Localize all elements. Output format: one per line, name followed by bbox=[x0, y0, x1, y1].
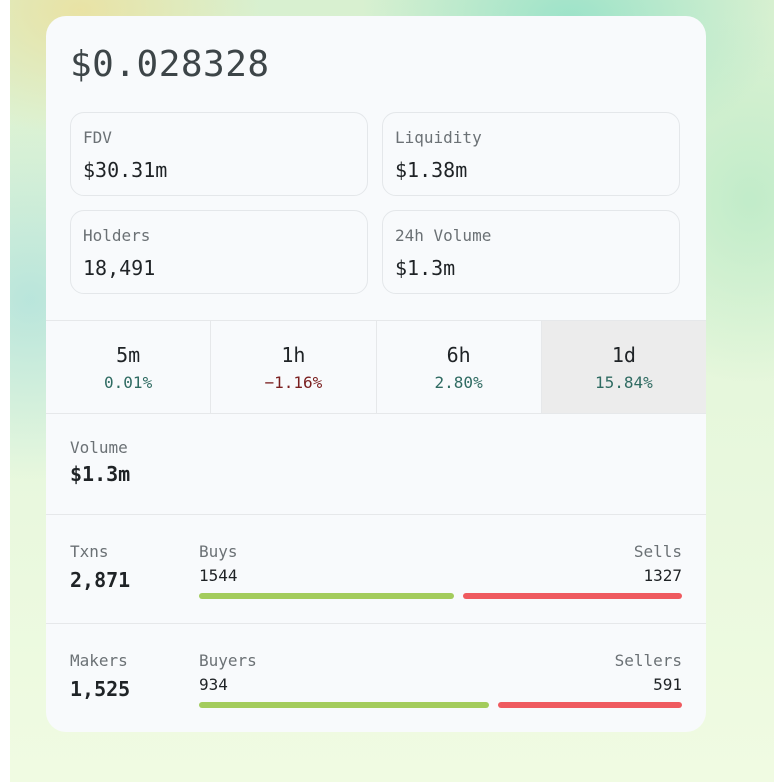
stat-fdv: FDV $30.31m bbox=[70, 112, 368, 196]
sells-label: Sells bbox=[633, 542, 682, 561]
tab-5m[interactable]: 5m 0.01% bbox=[46, 321, 212, 413]
stat-label: Holders bbox=[83, 226, 151, 245]
tab-change: −1.16% bbox=[264, 373, 323, 392]
timeframe-tabs: 5m 0.01% 1h −1.16% 6h 2.80% 1d 15.84% bbox=[46, 320, 706, 414]
tab-change: 15.84% bbox=[594, 373, 653, 392]
stat-value: $1.3m bbox=[395, 256, 456, 280]
sellers-label: Sellers bbox=[614, 651, 682, 670]
tab-label: 6h bbox=[446, 343, 471, 367]
volume-value: $1.3m bbox=[70, 462, 131, 486]
tab-label: 1d bbox=[611, 343, 636, 367]
volume-section: Volume $1.3m bbox=[46, 412, 706, 515]
makers-value: 1,525 bbox=[70, 677, 131, 701]
token-stats-card: $0.028328 FDV $30.31m Liquidity $1.38m H… bbox=[46, 16, 706, 732]
tab-6h[interactable]: 6h 2.80% bbox=[377, 321, 542, 413]
buys-label: Buys bbox=[199, 542, 238, 561]
stat-value: $30.31m bbox=[83, 158, 168, 182]
buyers-bar bbox=[199, 702, 489, 708]
tab-1d[interactable]: 1d 15.84% bbox=[541, 321, 706, 413]
token-price: $0.028328 bbox=[70, 44, 270, 85]
stat-24h-volume: 24h Volume $1.3m bbox=[382, 210, 680, 294]
sells-bar bbox=[463, 593, 682, 599]
stat-label: Liquidity bbox=[395, 128, 482, 147]
volume-label: Volume bbox=[70, 438, 128, 457]
makers-label: Makers bbox=[70, 651, 128, 670]
tab-label: 1h bbox=[281, 343, 306, 367]
tab-change: 0.01% bbox=[104, 373, 153, 392]
stat-value: 18,491 bbox=[83, 256, 156, 280]
stat-value: $1.38m bbox=[395, 158, 468, 182]
stat-label: 24h Volume bbox=[395, 226, 492, 245]
stat-label: FDV bbox=[83, 128, 112, 147]
sellers-bar bbox=[498, 702, 682, 708]
buys-count: 1544 bbox=[199, 566, 238, 585]
txns-section: Txns 2,871 Buys Sells 1544 1327 bbox=[46, 514, 706, 624]
stat-holders: Holders 18,491 bbox=[70, 210, 368, 294]
tab-label: 5m bbox=[116, 343, 141, 367]
buyers-label: Buyers bbox=[199, 651, 257, 670]
sells-count: 1327 bbox=[643, 566, 682, 585]
txns-label: Txns bbox=[70, 542, 109, 561]
stat-liquidity: Liquidity $1.38m bbox=[382, 112, 680, 196]
tab-1h[interactable]: 1h −1.16% bbox=[211, 321, 377, 413]
sellers-count: 591 bbox=[653, 675, 682, 694]
tab-change: 2.80% bbox=[434, 373, 483, 392]
buys-bar bbox=[199, 593, 454, 599]
makers-section: Makers 1,525 Buyers Sellers 934 591 bbox=[46, 623, 706, 732]
txns-value: 2,871 bbox=[70, 568, 131, 592]
buyers-count: 934 bbox=[199, 675, 228, 694]
